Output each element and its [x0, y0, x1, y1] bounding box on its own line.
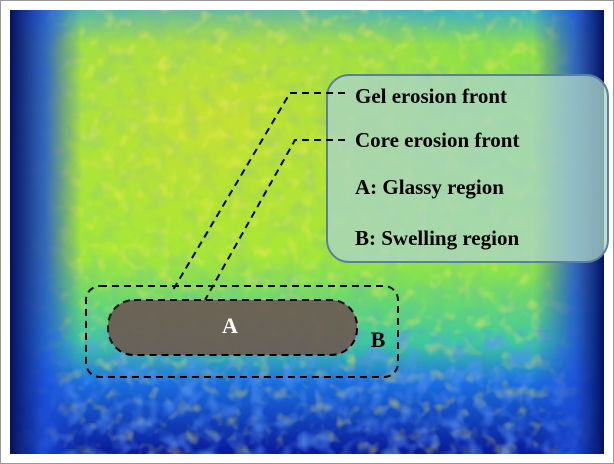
- legend-label: Core erosion front: [355, 128, 519, 152]
- region-label: A: [222, 313, 238, 338]
- region-label: B: [371, 327, 386, 352]
- figure: Gel erosion front Core erosion front A: …: [0, 0, 614, 464]
- legend-label: B: Swelling region: [355, 226, 519, 250]
- legend-label: A: Glassy region: [355, 175, 504, 199]
- legend-label: Gel erosion front: [355, 84, 507, 108]
